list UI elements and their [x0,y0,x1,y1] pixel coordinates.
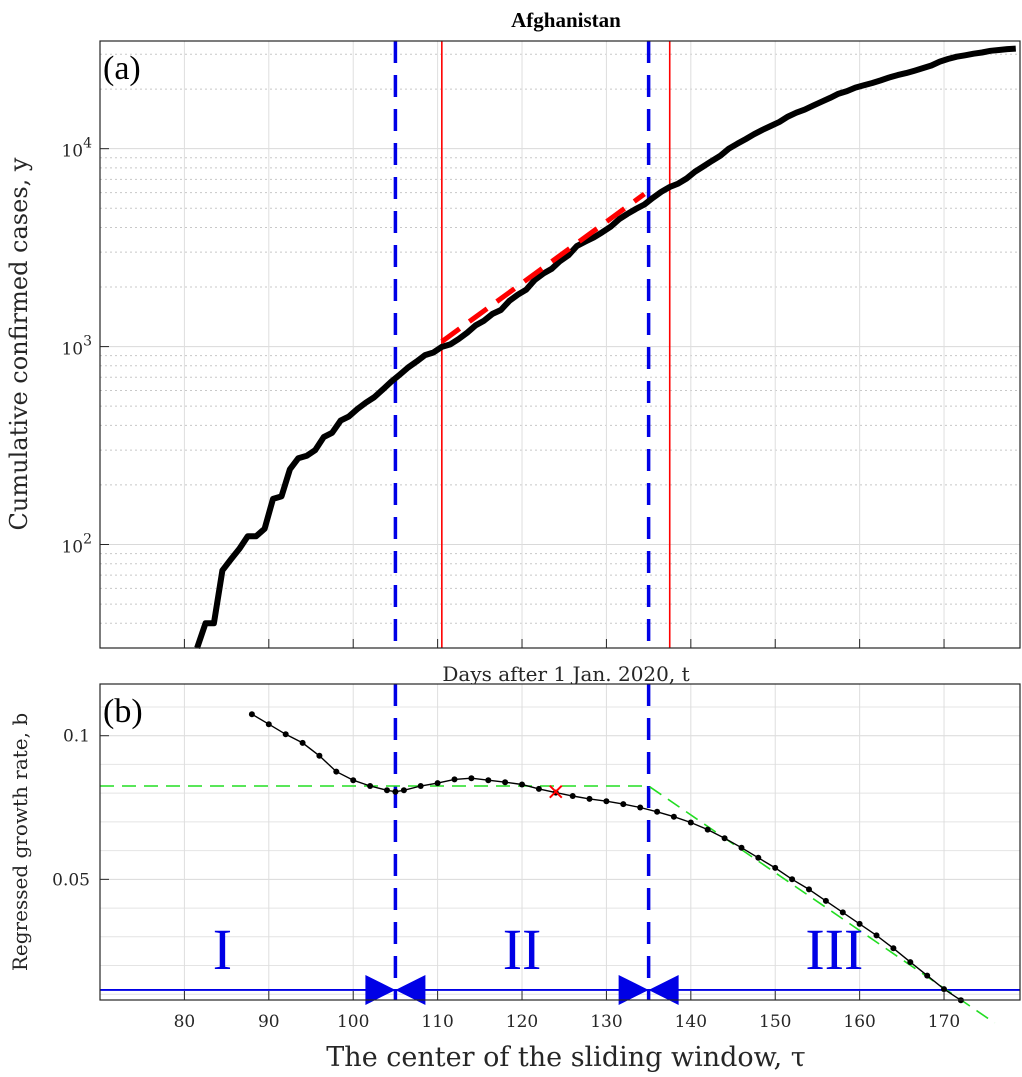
x-tick-label-b: 130 [590,1012,622,1032]
phase-label: II [503,917,542,982]
overlays-b: I II III [100,684,1020,1024]
growth-rate-point [485,777,492,784]
y-tick-label-b: 0.05 [52,870,90,890]
growth-rate-point [890,945,897,952]
selected-point-marker [549,785,563,799]
growth-rate-point [282,731,289,738]
phase-label: I [213,917,232,982]
y-tick-label-a: 103 [61,334,92,360]
x-axis-label-a: Days after 1 Jan. 2020, t [442,662,689,686]
boundary-arrow-right [395,974,426,1005]
grid-b [100,684,1020,1000]
growth-rate-point [417,783,424,789]
growth-rate-point [806,886,812,893]
growth-rate-point [637,804,644,811]
plot-area-b [100,684,1020,1000]
growth-rate-point [248,711,255,718]
growth-rate-point [856,920,863,927]
growth-rate-point [907,959,914,966]
chart-title: Afghanistan [511,8,621,32]
y-tick-label-a: 104 [61,136,92,162]
growth-rate-point [299,739,306,746]
growth-rate-point [367,783,374,789]
y-axis-label-a: Cumulative confirmed cases, y [5,157,33,530]
growth-rate-point [772,864,779,871]
growth-rate-point [434,780,441,787]
x-tick-label-b: 120 [506,1012,538,1032]
growth-rate-point [755,854,762,861]
growth-rate-point [468,775,475,782]
boundary-arrow-left [365,974,396,1005]
growth-rate-point [873,932,880,939]
growth-rate-point [670,813,677,820]
growth-rate-point [350,777,357,784]
ticks-b: 0.05 0.1 80 90 100 110 120 130 140 150 160 170 [52,727,960,1032]
growth-rate-point [924,972,931,979]
growth-rate-point [535,785,542,792]
x-tick-label-b: 160 [843,1012,875,1032]
panel-label-b: (b) [103,693,143,730]
panel-label-a: (a) [103,50,141,87]
growth-rate-point [789,876,796,883]
growth-rate-point [839,909,846,916]
growth-rate-point [384,787,390,794]
x-tick-label-b: 140 [675,1012,707,1032]
growth-rate-point [316,752,323,759]
growth-rate-point [502,779,509,786]
growth-rate-point [265,721,272,728]
fit-line [440,192,646,344]
x-tick-label-b: 80 [174,1012,196,1032]
x-tick-label-b: 150 [759,1012,791,1032]
axes-box-b [99,683,1021,1001]
growth-rate-point [620,801,627,808]
growth-rate-point [451,776,458,783]
growth-rate-point [586,795,593,802]
x-tick-label-b: 110 [421,1012,453,1032]
growth-rate-point [687,819,694,826]
x-axis-label-b: The center of the sliding window, τ [326,1042,805,1073]
growth-rate-point [569,793,576,799]
axes-box-a [99,40,1021,649]
growth-rate-point [721,835,728,842]
boundary-arrow-left [618,974,649,1005]
growth-rate-point [603,798,610,805]
x-tick-label-b: 170 [928,1012,960,1032]
x-tick-label-b: 100 [337,1012,369,1032]
growth-rate-point [333,768,340,775]
growth-rate-point [704,826,711,833]
y-axis-label-b: Regressed growth rate, b [8,713,32,971]
growth-rate-point [738,844,745,851]
growth-rate-point [400,787,407,794]
phase-label: III [805,917,863,982]
plot-area-a [100,41,1020,648]
growth-rate-point [941,986,947,993]
y-tick-label-b: 0.1 [63,727,90,747]
growth-rate-point [822,897,829,904]
growth-rate-point [519,781,525,788]
cases-curve [194,45,1016,649]
phase-fit-line [100,785,996,1024]
growth-rate-point [392,788,399,795]
y-tick-label-a: 102 [61,532,92,558]
growth-rate-point [654,808,661,815]
boundary-arrow-right [648,974,679,1005]
grid-a [100,41,1020,649]
x-tick-label-b: 90 [258,1012,280,1032]
